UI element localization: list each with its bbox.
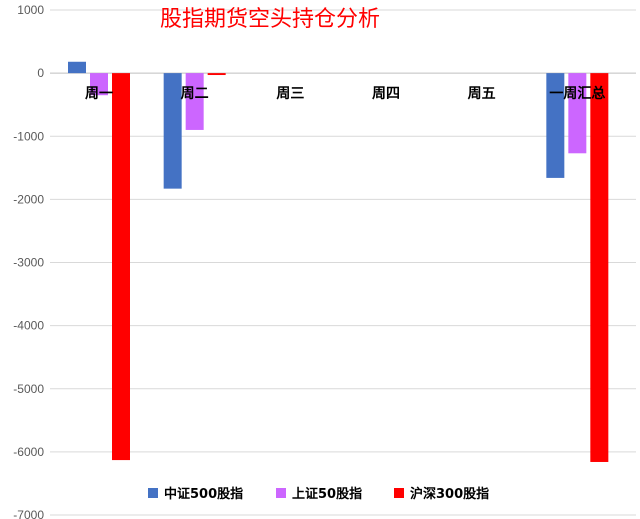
bar-3-6	[590, 73, 609, 462]
bar-2-2	[185, 73, 204, 130]
bar-3-1	[112, 73, 130, 461]
bars	[68, 61, 609, 462]
bar-1-1	[68, 61, 86, 74]
chart-title: 股指期货空头持仓分析	[160, 7, 380, 32]
y-tick-label: -5000	[13, 382, 44, 396]
bar-1-2	[163, 73, 182, 189]
bar-2-1	[90, 73, 108, 96]
bar-1-6	[546, 73, 565, 178]
category-label: 一周汇总	[549, 85, 605, 102]
y-tick-label: -6000	[13, 445, 44, 459]
legend: 中证500股指 上证50股指 沪深300股指	[148, 486, 489, 502]
category-label: 周四	[372, 86, 400, 102]
y-tick-label: -4000	[13, 319, 44, 333]
y-axis-ticks: 1000 0 -1000 -2000 -3000 -4000 -5000 -6000 -7000	[13, 3, 44, 519]
y-tick-label: -3000	[13, 256, 44, 270]
legend-swatch	[276, 488, 286, 498]
bar-3-2	[207, 73, 226, 76]
y-tick-label: -7000	[13, 508, 44, 519]
category-label: 周五	[468, 86, 496, 102]
y-tick-label: -2000	[13, 192, 44, 206]
y-tick-label: -1000	[13, 129, 44, 143]
category-labels: 周一 周二 周三 周四 周五 一周汇总	[85, 85, 605, 102]
legend-label: 中证500股指	[164, 486, 243, 502]
bar-2-6	[568, 73, 587, 154]
legend-label: 上证50股指	[292, 486, 362, 502]
legend-swatch	[394, 488, 404, 498]
category-label: 周三	[276, 86, 304, 102]
legend-label: 沪深300股指	[410, 486, 489, 502]
y-tick-label: 1000	[17, 3, 44, 17]
legend-swatch	[148, 488, 158, 498]
category-label: 周一	[85, 86, 113, 102]
category-label: 周二	[181, 86, 209, 102]
y-tick-label: 0	[37, 66, 44, 80]
gridlines	[50, 9, 636, 516]
